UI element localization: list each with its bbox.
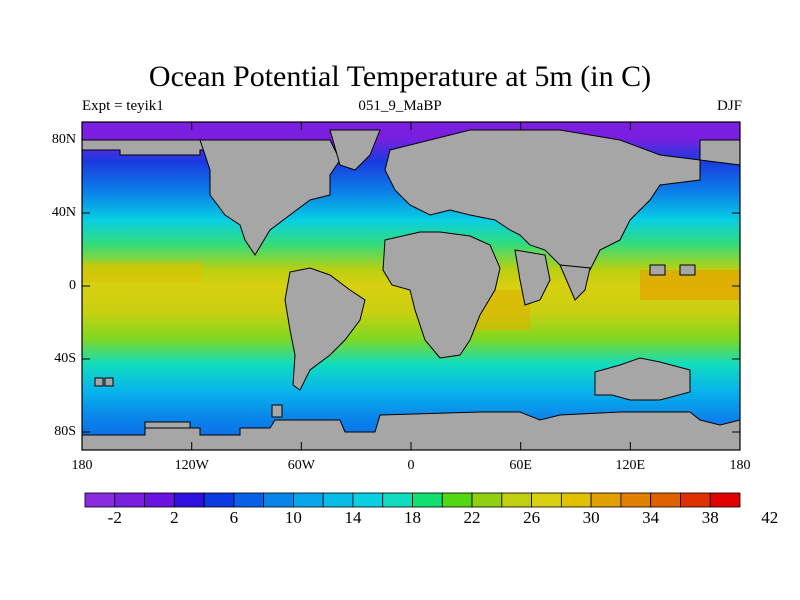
land-masses <box>81 129 741 451</box>
experiment-label: Expt = teyik1 <box>82 98 164 114</box>
x-tick-label: 60E <box>509 458 532 473</box>
period-label: 051_9_MaBP <box>358 98 442 114</box>
colorbar-label: 34 <box>642 508 660 527</box>
axis-ticks <box>81 122 741 450</box>
island-6 <box>104 377 114 387</box>
colorbar-swatch <box>590 492 622 508</box>
eurasia <box>384 129 741 271</box>
x-tick-label: 120W <box>174 458 209 473</box>
colorbar-swatch <box>531 492 562 508</box>
colorbar-swatch <box>173 492 205 508</box>
island-3 <box>649 264 666 276</box>
y-tick-label: 0 <box>69 278 76 293</box>
season-label: DJF <box>716 98 742 114</box>
colorbar-swatch <box>412 492 443 508</box>
australia <box>594 357 691 401</box>
colorbar-swatch <box>203 492 235 508</box>
colorbar-swatch <box>680 492 711 508</box>
colorbar-label: 18 <box>404 508 421 527</box>
y-tick-label: 80S <box>54 424 76 439</box>
y-tick-label: 40N <box>51 205 76 220</box>
x-tick-label: 180 <box>729 458 751 473</box>
island-5 <box>94 377 104 387</box>
colorbar-label: 6 <box>229 508 239 527</box>
colorbar-swatch <box>441 492 473 508</box>
colorbar-label: 14 <box>344 508 362 527</box>
colorbar-swatch <box>471 492 503 508</box>
colorbar-swatch <box>382 492 413 508</box>
colorbar-swatch <box>560 492 592 508</box>
colorbar-label: 26 <box>523 508 541 527</box>
colorbar-swatch <box>501 492 532 508</box>
colorbar-label: 2 <box>170 508 179 527</box>
colorbar-swatch <box>84 492 116 508</box>
x-tick-label: 180 <box>71 458 93 473</box>
colorbar-swatch <box>144 492 175 508</box>
north-america <box>199 139 341 256</box>
colorbar-swatch <box>709 492 741 508</box>
island-2 <box>271 404 283 418</box>
india <box>559 264 591 301</box>
colorbar-label: 10 <box>284 508 302 527</box>
island-1 <box>144 421 191 429</box>
x-tick-label: 120E <box>615 458 646 473</box>
south-america <box>284 267 366 391</box>
africa <box>382 231 501 359</box>
greenland <box>329 129 381 171</box>
colorbar-label: 42 <box>761 508 779 527</box>
colorbar-swatch <box>114 492 145 508</box>
arabia <box>514 249 551 306</box>
colorbar-label: 22 <box>463 508 481 527</box>
colorbar-swatch <box>620 492 652 508</box>
y-tick-label: 80N <box>51 132 76 147</box>
colorbar-swatch <box>352 492 384 508</box>
y-tick-label: 40S <box>54 351 76 366</box>
colorbar-label: -2 <box>107 508 122 527</box>
colorbar-label: 38 <box>701 508 719 527</box>
colorbar-swatch <box>293 492 324 508</box>
map-title: Ocean Potential Temperature at 5m (in C) <box>148 60 652 93</box>
x-tick-label: 60W <box>287 458 315 473</box>
colorbar-swatch <box>263 492 294 508</box>
colorbar-swatch <box>650 492 681 508</box>
colorbar-swatch <box>233 492 265 508</box>
warm-patch-east-pacific <box>82 262 202 282</box>
island-4 <box>679 264 696 276</box>
x-tick-label: 0 <box>407 458 415 473</box>
colorbar-label: 30 <box>582 508 600 527</box>
antarctica <box>81 411 741 451</box>
colorbar-swatch <box>322 492 354 508</box>
